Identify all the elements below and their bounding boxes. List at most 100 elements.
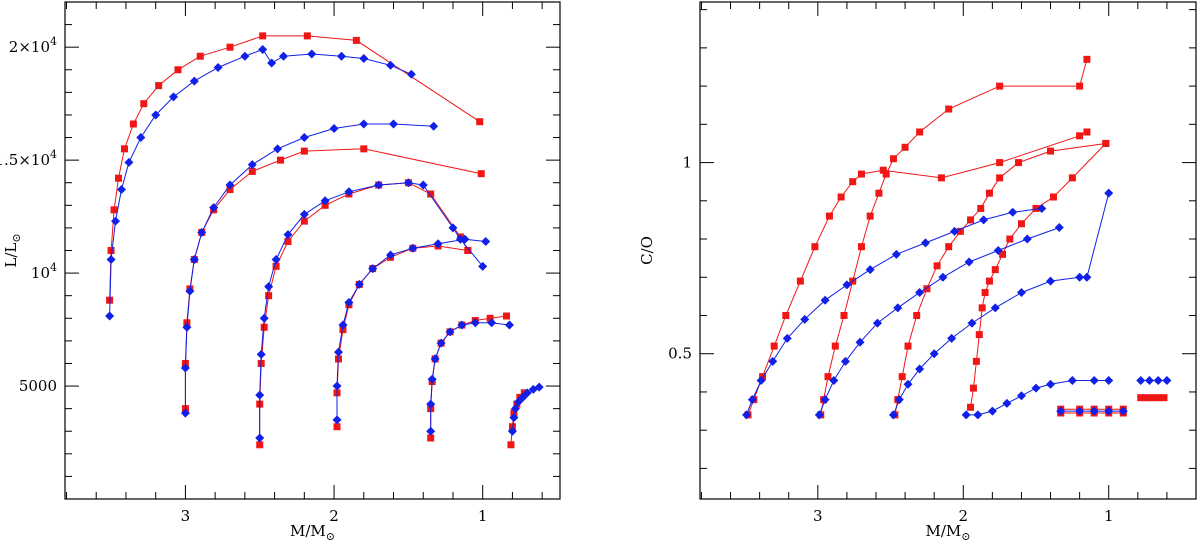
data-point-square [1148,394,1156,402]
data-point-diamond [307,49,317,59]
data-point-diamond [189,76,199,86]
data-point-square [1068,174,1076,182]
data-point-diamond [1104,188,1114,198]
data-point-diamond [929,349,939,359]
data-point-square [300,147,308,155]
blue-series-line [336,238,486,420]
data-point-diamond [1046,379,1056,389]
data-point-diamond [433,239,443,249]
plot-frame [64,1,561,500]
data-point-diamond [180,363,190,373]
tick-marks [700,2,1197,499]
data-point-diamond [445,327,455,337]
data-point-square [999,250,1007,258]
data-point-square [226,43,234,51]
data-point-diamond [1067,375,1077,385]
data-point-square [1083,128,1091,136]
data-point-diamond [408,243,418,253]
data-point-diamond [386,60,396,70]
data-point-square [967,216,975,224]
data-point-square [300,217,308,225]
data-point-diamond [116,185,126,195]
data-point-square [849,178,857,186]
blue-series-line [746,207,1042,416]
data-point-square [977,204,985,212]
data-point-diamond [865,265,875,275]
data-point-diamond [1037,203,1047,213]
data-point-diamond [967,318,977,328]
data-point-square [981,289,989,297]
data-point-diamond [273,144,283,154]
data-point-diamond [189,255,199,265]
blue-series-line [184,123,434,414]
y-tick-label: 5000 [19,377,57,395]
data-point-diamond [151,110,161,120]
data-point-square [916,128,924,136]
data-point-square [333,423,341,431]
data-point-square [196,52,204,60]
x-tick-label: 3 [813,507,823,525]
data-point-diamond [180,408,190,418]
data-point-diamond [742,410,752,420]
data-point-diamond [403,178,413,188]
data-point-square [882,170,890,178]
red-series [744,55,1168,419]
data-point-diamond [979,215,989,225]
data-point-square [985,189,993,197]
data-point-diamond [894,395,904,405]
data-point-square [857,170,865,178]
data-point-diamond [279,51,289,61]
data-point-diamond [169,92,179,102]
data-point-diamond [993,246,1003,255]
data-point-square [811,243,819,251]
data-point-square [140,100,148,108]
data-point-square [510,409,518,417]
data-point-square [937,174,945,182]
right-panel-co-ratio-vs-mass: 3 2 1 0.5 1 M/M⊙ C/O [638,1,1197,543]
data-point-diamond [1082,272,1092,282]
data-point-diamond [768,356,778,366]
blue-series-line [966,380,1109,416]
data-point-diamond [105,311,115,321]
red-series-line [820,59,1088,415]
data-point-diamond [418,180,428,190]
data-point-square [923,285,931,293]
data-point-diamond [213,63,223,73]
data-point-diamond [1144,375,1154,385]
data-point-diamond [1008,207,1018,217]
data-point-square [507,441,515,449]
data-point-diamond [1104,375,1114,385]
data-point-diamond [1162,375,1172,385]
data-point-diamond [124,157,134,167]
data-point-square [1047,147,1055,155]
data-point-square [796,277,804,285]
data-point-square [427,434,435,442]
data-point-square [284,237,292,245]
data-point-diamond [470,318,480,328]
data-point-diamond [820,295,830,305]
data-point-square [857,243,865,251]
data-point-diamond [426,399,436,409]
data-point-square [831,342,839,350]
data-point-square [464,247,472,254]
data-point-diamond [136,133,146,143]
data-point-square [972,357,980,365]
data-point-square [115,174,123,182]
data-point-diamond [299,133,309,143]
x-tick-label: 1 [1104,507,1114,525]
data-point-diamond [961,410,971,420]
data-point-diamond [1153,375,1163,385]
y-tick-label: 1 [682,154,692,172]
data-point-square [265,292,273,300]
data-point-square [879,166,887,174]
data-point-diamond [782,333,792,343]
data-point-diamond [354,279,364,289]
data-point-diamond [209,203,219,213]
data-point-square [969,384,977,392]
data-point-diamond [1022,234,1032,244]
data-point-square [339,326,347,334]
data-point-square [226,186,234,194]
data-point-diamond [332,381,342,391]
data-point-diamond [344,297,354,307]
